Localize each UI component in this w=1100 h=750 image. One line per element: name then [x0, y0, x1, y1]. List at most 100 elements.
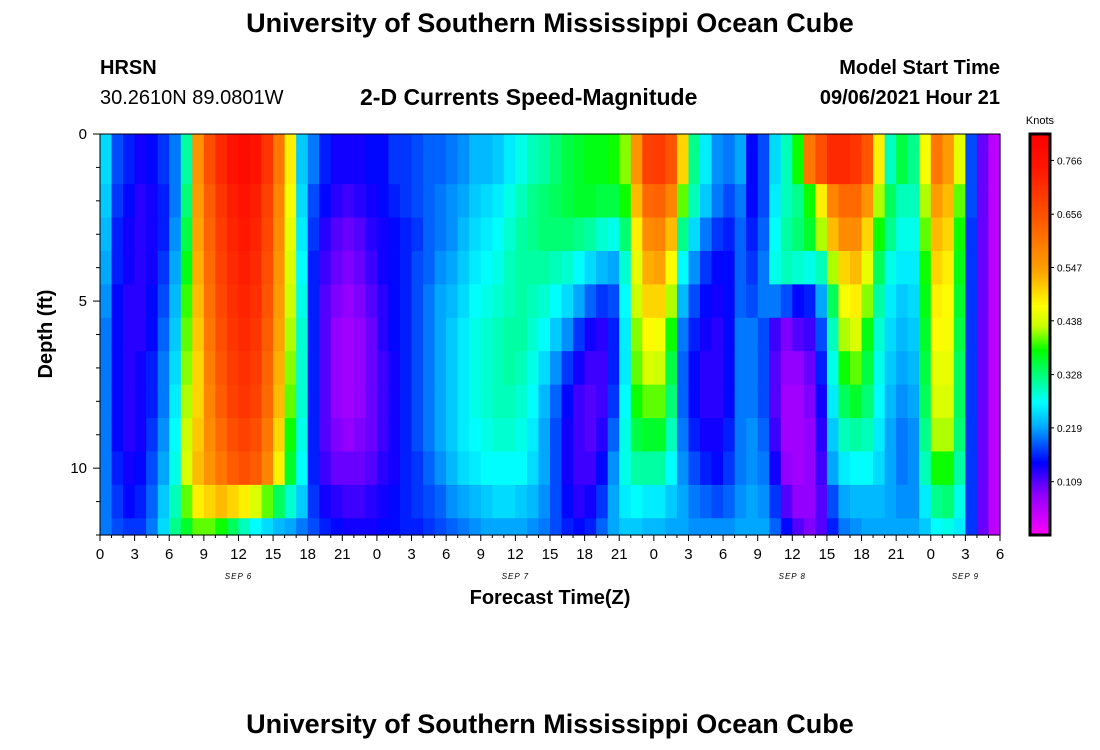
- heatmap-cell: [907, 351, 920, 386]
- heatmap-cell: [550, 134, 563, 152]
- heatmap-cell: [423, 217, 436, 252]
- heatmap-cell: [238, 418, 251, 453]
- heatmap-cell: [630, 384, 643, 419]
- heatmap-cell: [803, 250, 816, 285]
- heatmap-cell: [538, 150, 551, 185]
- heatmap-cell: [446, 418, 459, 453]
- heatmap-cell: [538, 518, 551, 536]
- heatmap-cell: [723, 384, 736, 419]
- heatmap-cell: [873, 418, 886, 453]
- heatmap-cell: [700, 217, 713, 252]
- heatmap-cell: [526, 250, 540, 285]
- heatmap-cell: [342, 150, 355, 185]
- x-tick-label: 12: [784, 546, 801, 563]
- heatmap-cell: [734, 418, 747, 453]
- heatmap-cell: [700, 317, 713, 352]
- heatmap-cell: [896, 351, 909, 386]
- x-date-label: SEP 9: [952, 572, 979, 581]
- heatmap-cell: [769, 351, 782, 386]
- heatmap-cell: [319, 284, 332, 319]
- heatmap-cell: [365, 217, 378, 252]
- heatmap-cell: [261, 217, 274, 252]
- heatmap-cell: [100, 518, 113, 536]
- heatmap-cell: [342, 351, 355, 386]
- heatmap-cell: [942, 484, 955, 519]
- heatmap-cell: [388, 217, 401, 252]
- heatmap-cell: [503, 484, 516, 519]
- heatmap-cell: [446, 384, 459, 419]
- heatmap-cell: [953, 451, 966, 486]
- heatmap-cell: [319, 451, 332, 486]
- heatmap-cell: [250, 518, 263, 536]
- heatmap-cell: [746, 484, 759, 519]
- heatmap-cell: [273, 317, 286, 352]
- heatmap-cell: [353, 184, 366, 219]
- y-axis-label: Depth (ft): [35, 290, 57, 379]
- heatmap-cell: [607, 284, 620, 319]
- heatmap-cell: [226, 317, 240, 352]
- heatmap-cell: [146, 351, 159, 386]
- heatmap-cell: [434, 150, 447, 185]
- heatmap-cell: [584, 484, 597, 519]
- heatmap-cell: [330, 150, 343, 185]
- heatmap-cell: [146, 484, 159, 519]
- heatmap-cell: [573, 484, 586, 519]
- heatmap-cell: [642, 134, 655, 152]
- heatmap-cell: [919, 317, 932, 352]
- heatmap-cell: [780, 184, 793, 219]
- heatmap-cell: [757, 384, 770, 419]
- heatmap-cell: [134, 250, 147, 285]
- x-tick-label: 6: [996, 546, 1004, 563]
- heatmap-cell: [492, 518, 505, 536]
- heatmap-cell: [630, 518, 643, 536]
- heatmap-cell: [792, 134, 805, 152]
- colorbar: 0.766 0.656 0.547 0.438 0.328 0.219 0.109: [1028, 132, 1082, 537]
- heatmap-cell: [792, 150, 805, 185]
- heatmap-cell: [757, 250, 770, 285]
- heatmap-cell: [607, 184, 620, 219]
- heatmap-cell: [850, 351, 863, 386]
- heatmap-cell: [723, 184, 736, 219]
- heatmap-cell: [492, 351, 505, 386]
- heatmap-cell: [665, 184, 678, 219]
- heatmap-cell: [411, 418, 424, 453]
- heatmap-cell: [619, 184, 632, 219]
- heatmap-cell: [215, 317, 228, 352]
- heatmap-cell: [250, 250, 263, 285]
- heatmap-cell: [376, 451, 390, 486]
- heatmap-cell: [861, 484, 874, 519]
- heatmap-cell: [423, 518, 436, 536]
- heatmap-cell: [376, 518, 390, 536]
- heatmap-cell: [942, 317, 955, 352]
- heatmap-cell: [157, 384, 170, 419]
- heatmap-cell: [376, 150, 390, 185]
- heatmap-cell: [826, 134, 840, 152]
- heatmap-cell: [330, 484, 343, 519]
- heatmap-cell: [273, 150, 286, 185]
- heatmap-cell: [976, 384, 990, 419]
- heatmap-cell: [723, 518, 736, 536]
- heatmap-cell: [734, 451, 747, 486]
- heatmap-cell: [561, 484, 574, 519]
- heatmap-cell: [365, 317, 378, 352]
- heatmap-cell: [203, 451, 216, 486]
- heatmap-cell: [700, 250, 713, 285]
- heatmap-cell: [642, 284, 655, 319]
- heatmap-cell: [307, 518, 320, 536]
- heatmap-cell: [653, 384, 666, 419]
- heatmap-cell: [769, 418, 782, 453]
- heatmap-cell: [365, 351, 378, 386]
- heatmap-cell: [826, 184, 840, 219]
- heatmap-cell: [619, 384, 632, 419]
- heatmap-cell: [342, 250, 355, 285]
- heatmap-cell: [584, 184, 597, 219]
- heatmap-cell: [226, 150, 240, 185]
- heatmap-cell: [676, 418, 690, 453]
- heatmap-cell: [296, 250, 309, 285]
- heatmap-cell: [884, 418, 897, 453]
- heatmap-cell: [226, 184, 240, 219]
- heatmap-cell: [907, 134, 920, 152]
- heatmap-cell: [250, 150, 263, 185]
- heatmap-cell: [676, 351, 690, 386]
- heatmap-cell: [942, 351, 955, 386]
